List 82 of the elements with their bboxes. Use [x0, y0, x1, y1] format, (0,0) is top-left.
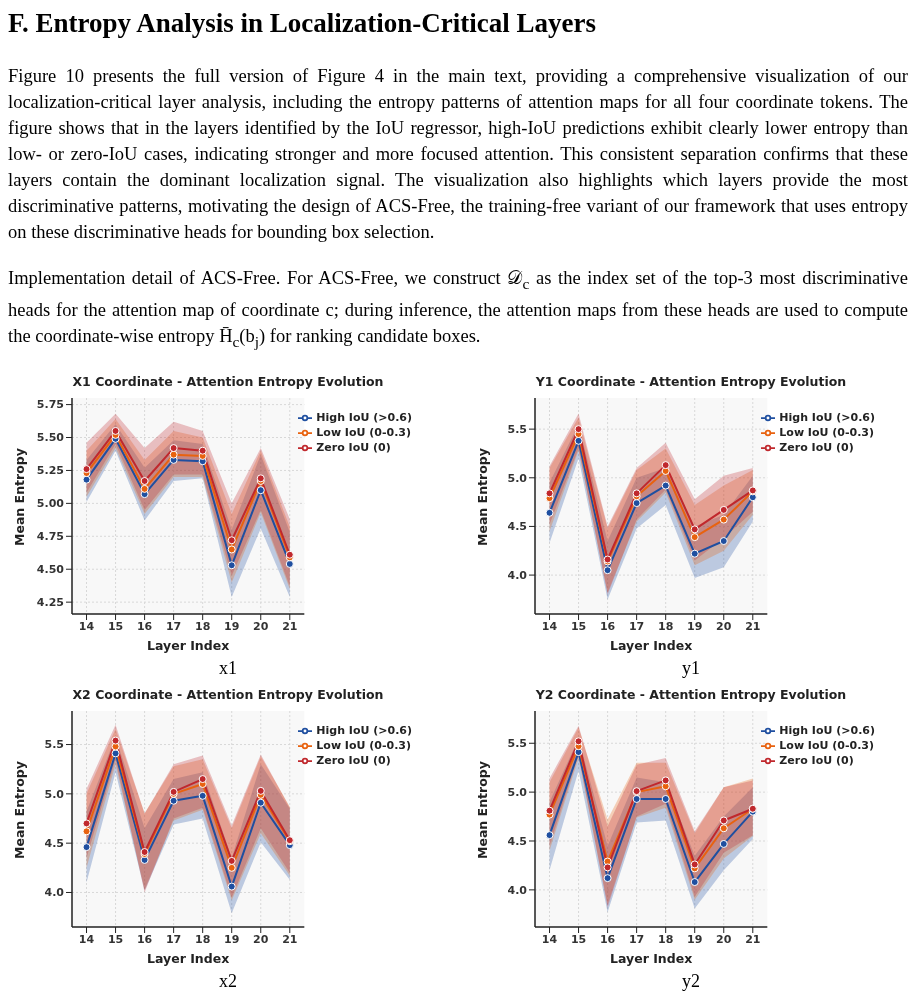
- y-tick-label: 4.0: [507, 884, 528, 898]
- x-tick-label: 18: [658, 620, 674, 634]
- x-tick-label: 15: [107, 620, 124, 634]
- y-axis-title: Mean Entropy: [12, 761, 28, 860]
- x-axis-title: Layer Index: [610, 638, 693, 654]
- legend-label: Low IoU (0-0.3): [779, 739, 875, 753]
- y-tick-label: 5.0: [507, 786, 528, 800]
- y-tick-label: 4.75: [36, 530, 64, 544]
- x-tick-label: 21: [745, 620, 761, 634]
- y-tick-label: 4.5: [507, 835, 527, 849]
- text: F. Entropy Analysis in Localization-Critical Layers: [8, 8, 598, 39]
- x-tick-label: 20: [716, 620, 732, 634]
- text: y1: [681, 658, 701, 680]
- x-tick-label: 19: [224, 933, 240, 947]
- legend-label: Low IoU (0-0.3): [779, 426, 875, 440]
- x-tick-label: 19: [687, 933, 703, 947]
- y-tick-label: 4.25: [36, 596, 64, 610]
- chart-title: X2 Coordinate - Attention Entropy Evolution: [71, 687, 385, 705]
- x-tick-label: 20: [253, 933, 269, 947]
- legend-label: Low IoU (0-0.3): [316, 426, 412, 440]
- x-tick-label: 15: [107, 933, 124, 947]
- x-tick-label: 15: [570, 620, 587, 634]
- text: Implementation detail of ACS-Free. For ACS-Free, we construct 𝒟$_{c}$ as the index set of the top-3 most discriminative heads for the attention map of coordinate c; during inference, the attention maps from these heads are used to compute the coordinate-wise entropy H̄$_{c}$(b$_{j}$) for ranking candidate boxes.: [8, 268, 908, 350]
- y-tick-label: 4.0: [507, 569, 528, 583]
- x-tick-label: 17: [165, 933, 182, 947]
- chart-title: X1 Coordinate - Attention Entropy Evolution: [71, 374, 385, 392]
- legend-label: High IoU (>0.6): [316, 724, 412, 738]
- y-tick-label: 4.5: [507, 520, 527, 534]
- caption: Figure 10 presents the full version of Figure 4 in the main text, providing a comprehensive visualization of our localization-critical layer analysis, including the entropy patterns of attention maps for all four coordinate tokens. The figure shows that in the layers identified by the IoU regressor, high-IoU predictions exhibit clearly lower entropy than low- or zero-IoU cases, indicating stronger and more focused attention. This consistent separation confirms that these layers contain the dominant localization signal. The visualization also highlights which layers provide the most discriminative patterns, motivating the design of ACS-Free, the training-free variant of our framework that uses entropy on these discriminative heads for bounding box selection.: [8, 65, 908, 244]
- x-tick-label: 17: [165, 620, 182, 634]
- y-tick-label: 4.5: [44, 837, 64, 851]
- x-axis-title: Layer Index: [610, 951, 693, 967]
- x-axis-title: Layer Index: [147, 951, 230, 967]
- x-tick-label: 16: [599, 620, 616, 634]
- x-tick-label: 19: [687, 620, 703, 634]
- y-tick-label: 5.0: [507, 472, 528, 486]
- chart-title: Y2 Coordinate - Attention Entropy Evolution: [534, 687, 848, 705]
- y-tick-label: 5.25: [36, 464, 64, 478]
- x-tick-label: 14: [78, 933, 95, 947]
- x-tick-label: 17: [628, 933, 645, 947]
- y-tick-label: 4.0: [44, 886, 65, 900]
- legend-label: Low IoU (0-0.3): [316, 739, 412, 753]
- x-tick-label: 20: [253, 620, 269, 634]
- x-tick-label: 21: [745, 933, 761, 947]
- y-tick-label: 5.75: [36, 398, 64, 412]
- x-tick-label: 14: [78, 620, 95, 634]
- legend-label: Zero IoU (0): [779, 441, 854, 455]
- x-axis-title: Layer Index: [147, 638, 230, 654]
- y-tick-label: 4.50: [36, 563, 65, 577]
- legend-label: Zero IoU (0): [779, 754, 854, 768]
- text: x2: [218, 971, 238, 993]
- x-tick-label: 18: [658, 933, 674, 947]
- x-tick-label: 18: [195, 620, 211, 634]
- chart-title: Y1 Coordinate - Attention Entropy Evolution: [534, 374, 848, 392]
- x-tick-label: 20: [716, 933, 732, 947]
- legend-label: Zero IoU (0): [316, 441, 391, 455]
- y-tick-label: 5.5: [507, 423, 527, 437]
- y-tick-label: 5.00: [36, 497, 65, 511]
- legend-label: High IoU (>0.6): [779, 411, 875, 425]
- y-axis-title: Mean Entropy: [475, 761, 491, 860]
- legend-label: High IoU (>0.6): [316, 411, 412, 425]
- y-axis-title: Mean Entropy: [475, 448, 491, 547]
- x-tick-label: 15: [570, 933, 587, 947]
- legend-label: High IoU (>0.6): [779, 724, 875, 738]
- x-tick-label: 18: [195, 933, 211, 947]
- x-tick-label: 16: [136, 620, 153, 634]
- y-tick-label: 5.50: [36, 431, 65, 445]
- y-axis-title: Mean Entropy: [12, 448, 28, 547]
- x-tick-label: 21: [282, 933, 298, 947]
- x-tick-label: 16: [136, 933, 153, 947]
- x-tick-label: 19: [224, 620, 240, 634]
- y-tick-label: 5.5: [507, 737, 527, 751]
- text: x1: [218, 658, 238, 680]
- x-tick-label: 16: [599, 933, 616, 947]
- legend-label: Zero IoU (0): [316, 754, 391, 768]
- y-tick-label: 5.5: [44, 738, 64, 752]
- x-tick-label: 17: [628, 620, 645, 634]
- x-tick-label: 21: [282, 620, 298, 634]
- x-tick-label: 14: [541, 933, 558, 947]
- y-tick-label: 5.0: [44, 788, 65, 802]
- x-tick-label: 14: [541, 620, 558, 634]
- text: y2: [681, 971, 701, 993]
